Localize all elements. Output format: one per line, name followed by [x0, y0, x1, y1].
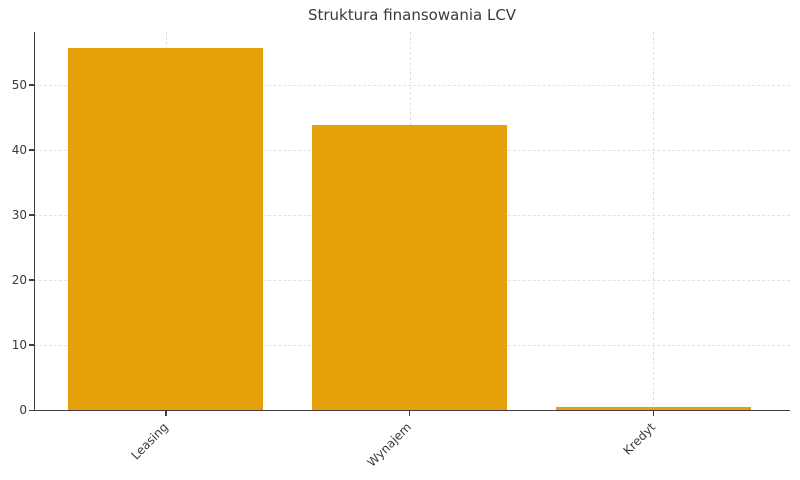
y-tick-mark [29, 214, 34, 216]
y-tick-label: 10 [11, 337, 27, 352]
x-tick-label-text: Wynajem [364, 420, 415, 470]
y-tick-mark [29, 279, 34, 281]
y-tick-label: 40 [11, 142, 27, 157]
x-gridline [653, 32, 655, 410]
x-tick-mark [652, 411, 655, 416]
bar-wynajem [312, 125, 508, 410]
y-tick-mark [29, 149, 34, 151]
y-tick-mark [29, 344, 34, 346]
y-tick-label: 30 [11, 207, 27, 222]
y-tick-mark [29, 409, 34, 411]
y-tick-label: 20 [11, 272, 27, 287]
y-axis-spine [34, 32, 36, 410]
chart-title: Struktura finansowania LCV [307, 6, 517, 24]
x-tick-mark [409, 411, 411, 416]
x-tick-mark [165, 411, 167, 416]
x-tick-label-text: Leasing [128, 420, 171, 463]
bar-kredyt [555, 406, 751, 410]
y-tick-label: 50 [11, 77, 27, 92]
y-tick-label: 0 [19, 403, 27, 417]
y-gridline [34, 84, 790, 86]
x-tick-label-text: Kredyt [620, 420, 659, 458]
x-axis-spine [34, 410, 790, 412]
y-tick-mark [29, 84, 34, 86]
bar-leasing [68, 47, 264, 410]
